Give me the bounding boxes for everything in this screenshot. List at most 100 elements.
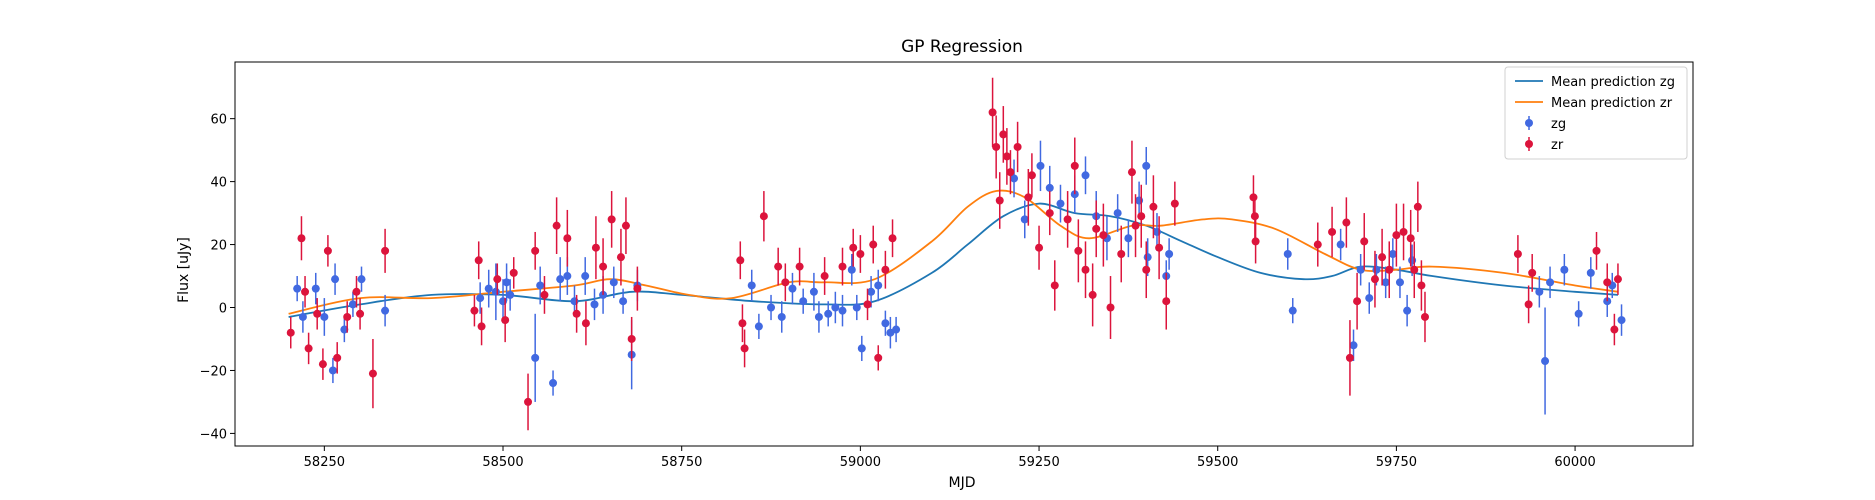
zr-point — [999, 130, 1008, 139]
zg-point — [754, 322, 763, 331]
zr-point — [1088, 290, 1097, 299]
zg-point — [1045, 183, 1054, 192]
zr-point — [1353, 297, 1362, 306]
zr-point — [318, 360, 327, 369]
legend-label: zr — [1551, 138, 1564, 153]
zg-point — [506, 290, 515, 299]
zg-point — [814, 312, 823, 321]
zg-point — [581, 272, 590, 281]
zr-point — [863, 300, 872, 309]
zr-point — [874, 353, 883, 362]
zr-point — [1002, 152, 1011, 161]
zr-point — [1162, 297, 1171, 306]
zg-point — [1010, 174, 1019, 183]
zr-point — [740, 344, 749, 353]
zg-point — [1365, 294, 1374, 303]
zr-point — [995, 196, 1004, 205]
zr-point — [1378, 253, 1387, 262]
zg-point — [311, 284, 320, 293]
y-tick-label: 0 — [219, 302, 227, 317]
y-tick-label: 60 — [210, 113, 227, 128]
zr-point — [1092, 224, 1101, 233]
zg-point — [1349, 341, 1358, 350]
y-tick-label: 40 — [210, 176, 227, 191]
zg-point — [1336, 240, 1345, 249]
zg-point — [1388, 250, 1397, 258]
zg-point — [824, 309, 833, 318]
zr-point — [1410, 265, 1419, 274]
zg-point — [767, 303, 776, 312]
zr-point — [621, 221, 630, 230]
zr-point — [301, 287, 310, 296]
zg-point — [867, 287, 876, 296]
plot-area — [235, 62, 1693, 446]
zg-point — [831, 303, 840, 312]
zg-point — [381, 306, 390, 315]
x-tick-label: 59250 — [1018, 455, 1059, 470]
axes: 58250 58500 58750 59000 59250 59500 59750 60000… — [200, 61, 1694, 470]
y-tick-label: −40 — [200, 427, 227, 442]
zg-point — [556, 275, 565, 284]
zr-point — [297, 234, 306, 243]
zr-point — [1613, 275, 1622, 284]
zr-point — [1392, 231, 1401, 240]
zr-point — [572, 309, 581, 318]
zg-point — [1113, 209, 1122, 218]
zg-point — [1081, 171, 1090, 180]
zg-point — [1546, 278, 1555, 287]
zr-point — [1528, 268, 1537, 277]
zr-point — [1027, 171, 1036, 180]
zr-point — [856, 250, 865, 258]
zg-point — [340, 325, 349, 334]
zg-point — [747, 281, 756, 290]
zr-point — [1081, 265, 1090, 274]
zr-point — [1420, 312, 1429, 321]
zg-point — [484, 284, 493, 293]
legend-label: Mean prediction zg — [1551, 75, 1675, 90]
x-tick-label: 58750 — [661, 455, 702, 470]
zr-point — [888, 234, 897, 243]
plot-frame — [234, 61, 1694, 447]
zr-point — [1006, 168, 1015, 177]
zg-point — [1535, 287, 1544, 296]
zg-point — [892, 325, 901, 334]
zr-point — [1117, 250, 1126, 258]
zr-point — [1249, 193, 1258, 202]
zg-point — [1165, 250, 1174, 258]
zr-point — [736, 256, 745, 265]
x-tick-label: 60000 — [1554, 455, 1595, 470]
zg-point — [777, 312, 786, 321]
x-axis-label: MJD — [949, 475, 976, 491]
zg-point — [1395, 278, 1404, 287]
x-tick-label: 58250 — [304, 455, 345, 470]
zr-point — [563, 234, 572, 243]
zg-point — [531, 353, 540, 362]
zr-point — [849, 243, 858, 252]
zr-point — [1137, 212, 1146, 221]
line-mean-prediction-zr — [288, 189, 1619, 315]
zr-point — [509, 268, 518, 277]
zr-point — [381, 246, 390, 255]
zr-point — [477, 322, 486, 331]
zr-point — [1131, 221, 1140, 230]
zr-point — [988, 108, 997, 117]
zr-point — [1142, 265, 1151, 274]
zr-point — [1610, 325, 1619, 334]
zr-point — [1603, 278, 1612, 287]
zr-point — [323, 246, 332, 255]
zr-point — [470, 306, 479, 315]
x-tick-label: 59500 — [1197, 455, 1238, 470]
zg-point — [1574, 309, 1583, 318]
y-axis-label: Flux [uJy] — [176, 237, 192, 303]
zr-point — [1013, 142, 1022, 151]
y-tick-label: −20 — [200, 364, 227, 379]
zg-point — [838, 306, 847, 315]
zg-point — [476, 294, 485, 303]
x-tick-label: 58500 — [482, 455, 523, 470]
zg-point — [1381, 278, 1390, 287]
zr-point — [1155, 243, 1164, 252]
zg-point — [298, 312, 307, 321]
zg-point — [331, 275, 340, 284]
zr-point — [1417, 281, 1426, 290]
zg-point — [293, 284, 302, 293]
